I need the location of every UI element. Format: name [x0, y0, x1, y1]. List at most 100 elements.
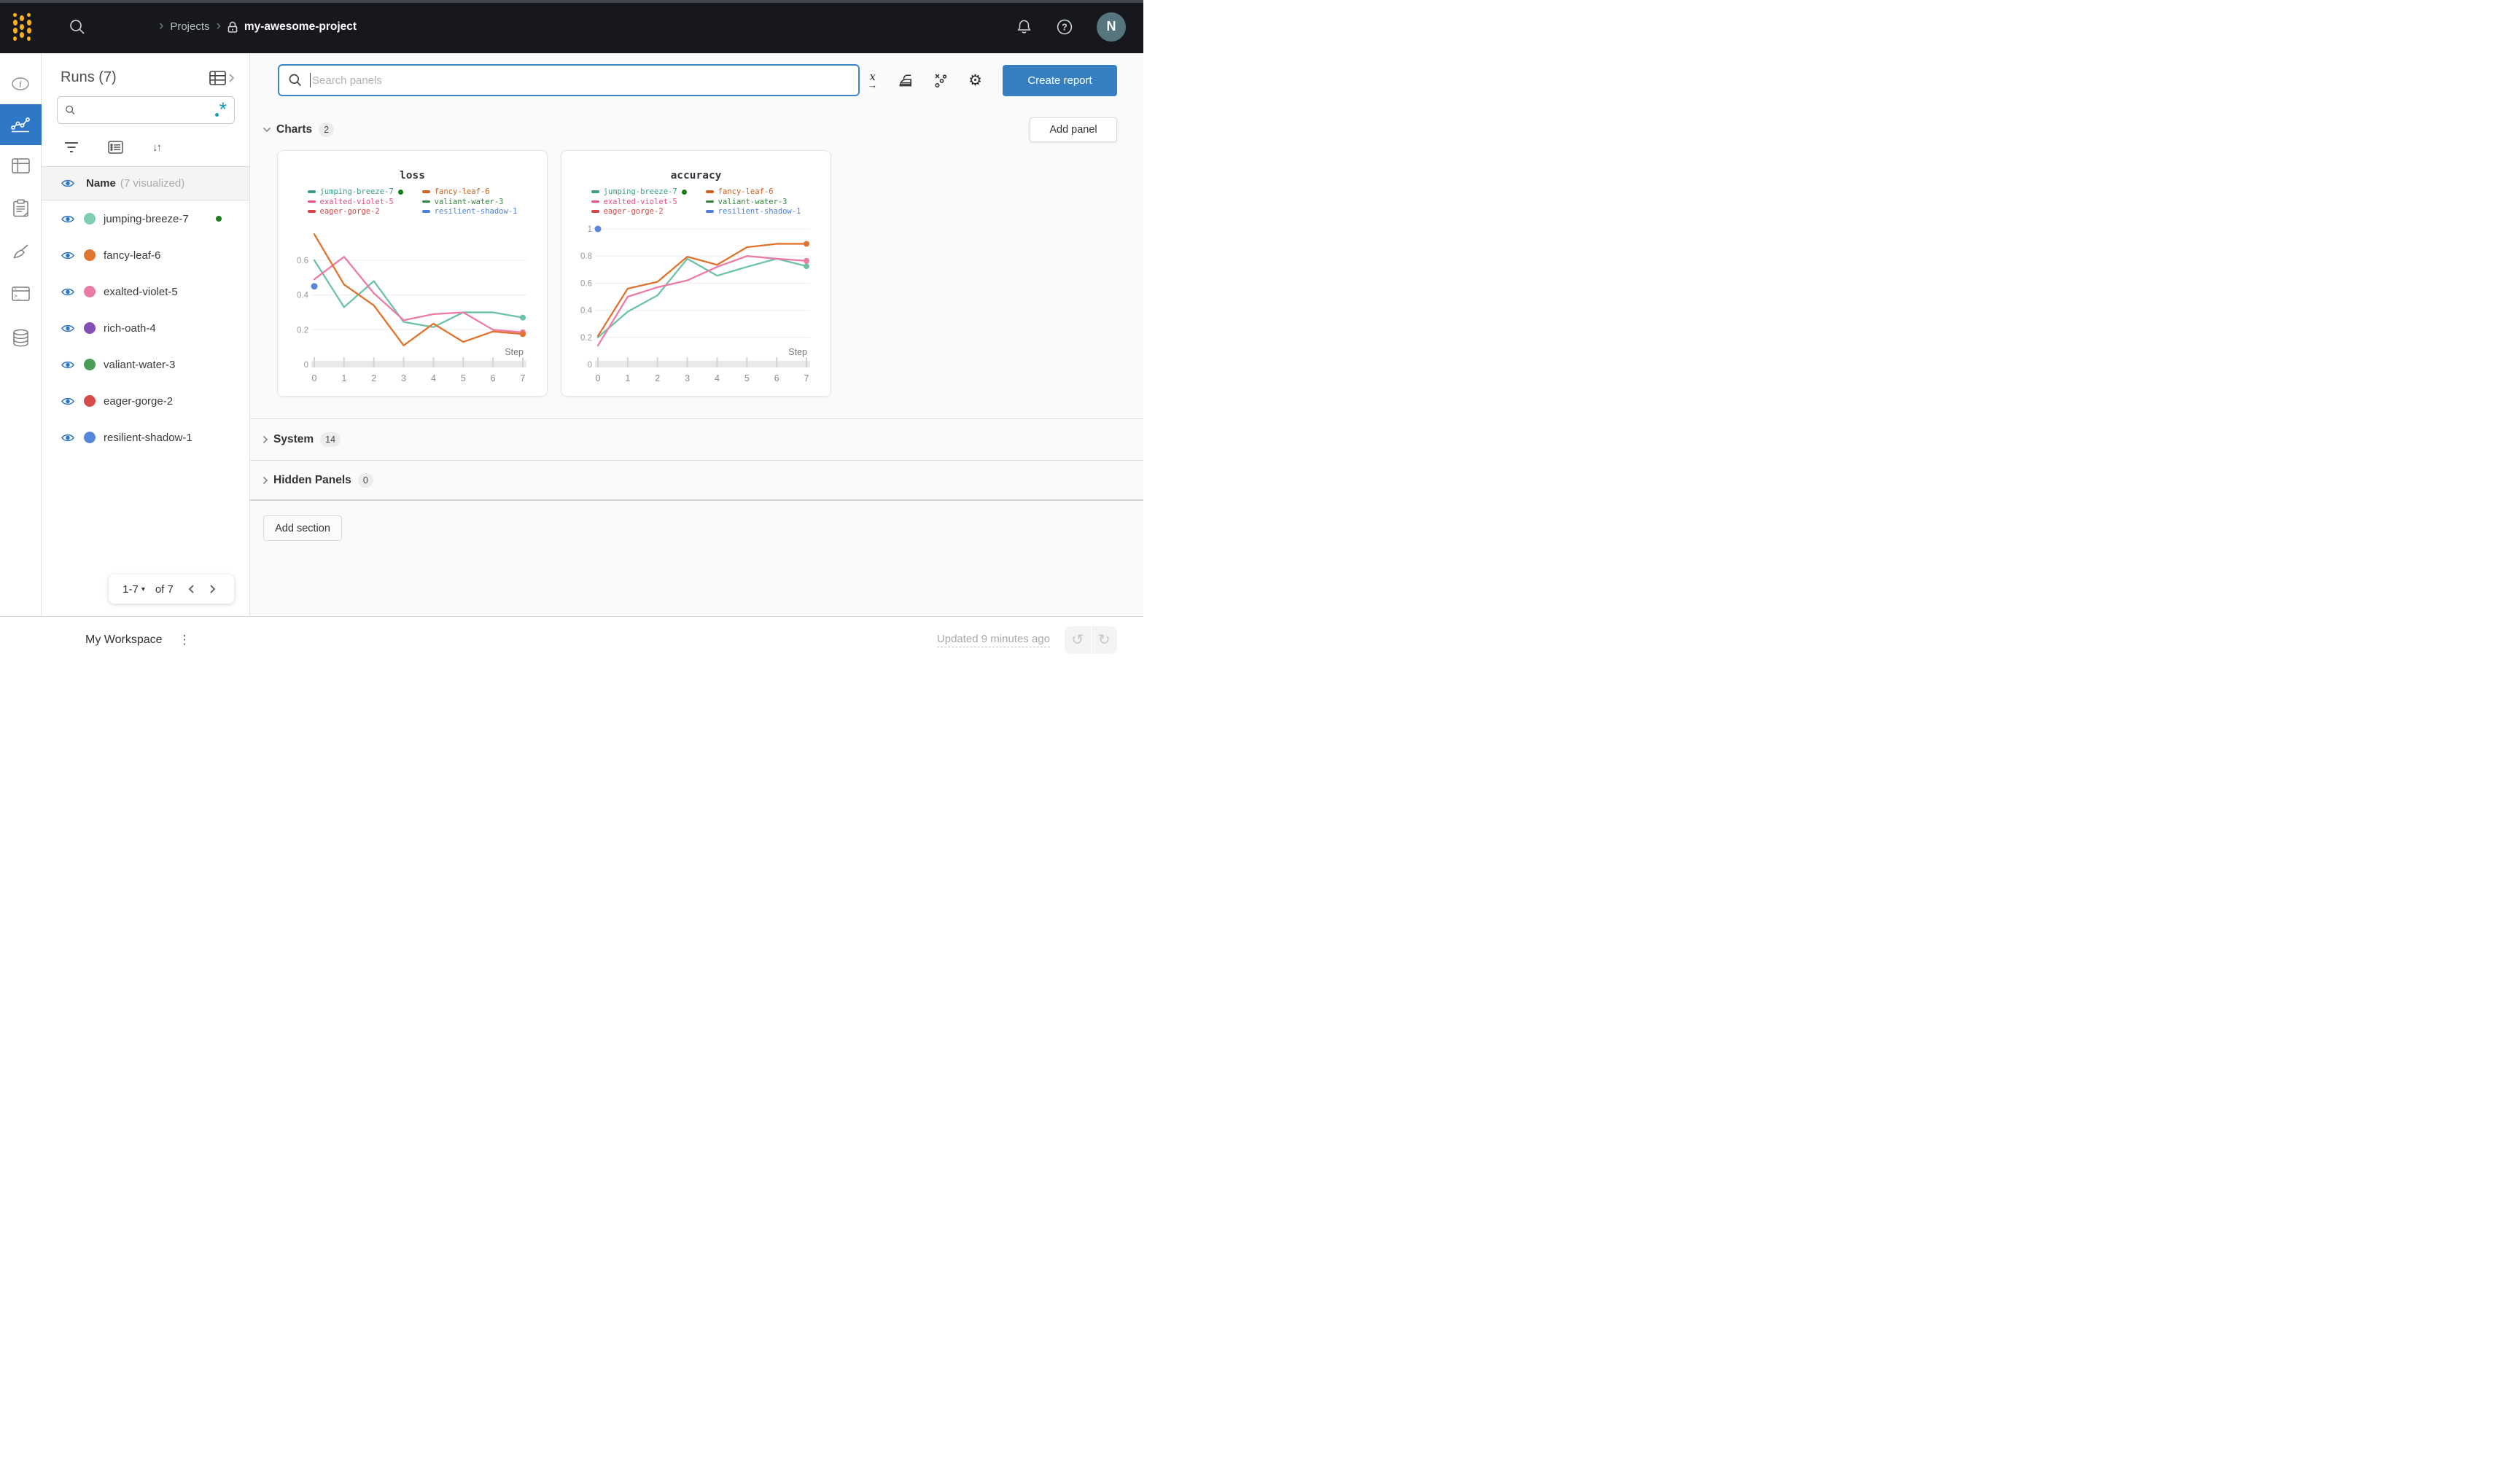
eye-icon[interactable]	[61, 360, 74, 370]
eye-icon[interactable]	[61, 214, 74, 224]
caret-down-icon[interactable]: ▾	[141, 585, 145, 593]
database-icon	[12, 329, 28, 346]
panel-search-box[interactable]	[278, 64, 860, 96]
notifications-bell-icon[interactable]	[1016, 18, 1032, 36]
legend-item[interactable]: fancy-leaf-6	[705, 187, 801, 196]
eye-icon[interactable]	[61, 433, 74, 443]
rail-item-jobs[interactable]	[0, 187, 42, 228]
updated-status[interactable]: Updated 9 minutes ago	[936, 633, 1050, 647]
run-name[interactable]: fancy-leaf-6	[104, 249, 161, 262]
runs-list: jumping-breeze-7 fancy-leaf-6 exalted-viol…	[42, 200, 249, 456]
legend-item[interactable]: exalted-violet-5	[591, 198, 687, 206]
legend-run-name: valiant-water-3	[718, 197, 788, 206]
legend-item[interactable]: eager-gorge-2	[591, 207, 687, 216]
avatar[interactable]: N	[1097, 12, 1126, 42]
rail-item-artifacts[interactable]	[0, 317, 42, 358]
run-row[interactable]: eager-gorge-2	[42, 383, 249, 419]
run-row[interactable]: valiant-water-3	[42, 346, 249, 383]
rail-item-logs[interactable]: + >_	[0, 273, 42, 314]
run-row[interactable]: fancy-leaf-6	[42, 237, 249, 273]
run-name[interactable]: valiant-water-3	[104, 358, 176, 371]
svg-text:0.4: 0.4	[580, 307, 593, 316]
runs-header-visualized: (7 visualized)	[120, 177, 185, 190]
chart-panel-loss[interactable]: loss jumping-breeze-7 fancy-leaf-6 exalted…	[277, 150, 548, 397]
rail-item-charts[interactable]	[0, 104, 42, 145]
run-name[interactable]: jumping-breeze-7	[104, 212, 189, 225]
create-report-button[interactable]: Create report	[1003, 64, 1117, 96]
legend-item[interactable]: jumping-breeze-7	[307, 187, 403, 196]
panel-search-input[interactable]	[312, 74, 849, 87]
breadcrumb-project-name[interactable]: my-awesome-project	[244, 20, 357, 33]
legend-item[interactable]: resilient-shadow-1	[421, 207, 517, 216]
eye-icon[interactable]	[61, 179, 74, 188]
regex-toggle-icon[interactable]: *	[214, 100, 227, 120]
system-section-label[interactable]: System	[273, 433, 314, 445]
breadcrumb-projects[interactable]: Projects	[170, 20, 210, 33]
chevron-right-icon[interactable]	[262, 435, 268, 444]
legend-marker	[307, 190, 316, 193]
footer-bar: My Workspace ⋮ Updated 9 minutes ago ↺ ↻	[0, 616, 1143, 663]
legend-item[interactable]: valiant-water-3	[421, 198, 518, 206]
chevron-right-icon[interactable]	[262, 476, 268, 485]
topbar-actions: ? N	[1016, 12, 1143, 42]
pagination-next-button[interactable]	[205, 584, 220, 594]
undo-button[interactable]: ↺	[1065, 626, 1092, 654]
legend-item[interactable]: valiant-water-3	[705, 197, 801, 206]
smoothing-icon[interactable]	[897, 72, 914, 88]
help-icon[interactable]: ?	[1056, 18, 1073, 36]
eye-icon[interactable]	[61, 251, 74, 260]
run-row[interactable]: exalted-violet-5	[42, 273, 249, 310]
redo-icon: ↻	[1097, 632, 1111, 648]
kebab-menu-icon[interactable]: ⋮	[178, 632, 191, 647]
group-button[interactable]	[108, 141, 123, 154]
gear-icon[interactable]: ⚙	[968, 71, 982, 89]
run-row[interactable]: jumping-breeze-7	[42, 200, 249, 237]
add-section-button[interactable]: Add section	[263, 515, 342, 541]
section-divider	[250, 418, 1143, 419]
filter-button[interactable]	[64, 141, 79, 153]
legend-marker	[421, 200, 430, 203]
sort-button[interactable]: ↓↑	[152, 141, 162, 154]
chart-plot: 0 0.2 0.4 0.6 0 1 2 3 4 5 6 7 Step	[297, 233, 526, 383]
run-row[interactable]: resilient-shadow-1	[42, 419, 249, 456]
runs-search-box[interactable]: *	[57, 96, 235, 124]
run-name[interactable]: resilient-shadow-1	[104, 431, 192, 444]
legend-item[interactable]: eager-gorge-2	[307, 207, 403, 216]
redo-button[interactable]: ↻	[1092, 626, 1118, 654]
search-icon	[66, 105, 75, 115]
rail-item-overview[interactable]: i	[0, 63, 42, 104]
rail-item-sweeps[interactable]	[0, 231, 42, 272]
legend-item[interactable]: fancy-leaf-6	[421, 187, 518, 196]
legend-marker	[591, 200, 599, 203]
clipboard-icon	[12, 198, 28, 217]
runs-table-button[interactable]	[209, 70, 235, 85]
charts-section-label[interactable]: Charts	[276, 123, 313, 136]
outliers-icon[interactable]	[933, 72, 949, 88]
filter-icon	[65, 142, 78, 152]
legend-marker	[705, 210, 714, 213]
hidden-panels-section-label[interactable]: Hidden Panels	[273, 473, 351, 486]
eye-icon[interactable]	[61, 324, 74, 333]
svg-text:0.2: 0.2	[580, 334, 592, 343]
eye-icon[interactable]	[61, 397, 74, 406]
add-panel-button[interactable]: Add panel	[1030, 117, 1117, 142]
runs-search-input[interactable]	[81, 104, 214, 116]
chart-panel-accuracy[interactable]: accuracy jumping-breeze-7 fancy-leaf-6 exa…	[561, 150, 831, 397]
pagination-prev-button[interactable]	[184, 584, 199, 594]
run-name[interactable]: eager-gorge-2	[104, 394, 174, 408]
pagination-range-dropdown[interactable]: 1-7	[122, 583, 139, 596]
eye-icon[interactable]	[61, 287, 74, 297]
x-axis-settings-icon[interactable]: x →	[868, 69, 878, 90]
wandb-logo-icon[interactable]	[9, 12, 35, 41]
search-icon[interactable]	[69, 18, 86, 36]
run-row[interactable]: rich-oath-4	[42, 310, 249, 346]
run-status-dot	[681, 189, 687, 195]
rail-item-table[interactable]	[0, 145, 42, 186]
legend-item[interactable]: jumping-breeze-7	[591, 187, 687, 196]
run-name[interactable]: exalted-violet-5	[104, 285, 178, 298]
chevron-down-icon[interactable]	[262, 127, 271, 133]
run-name[interactable]: rich-oath-4	[104, 322, 156, 335]
legend-item[interactable]: resilient-shadow-1	[705, 207, 801, 216]
workspace-name[interactable]: My Workspace	[85, 633, 163, 646]
legend-item[interactable]: exalted-violet-5	[307, 198, 403, 206]
